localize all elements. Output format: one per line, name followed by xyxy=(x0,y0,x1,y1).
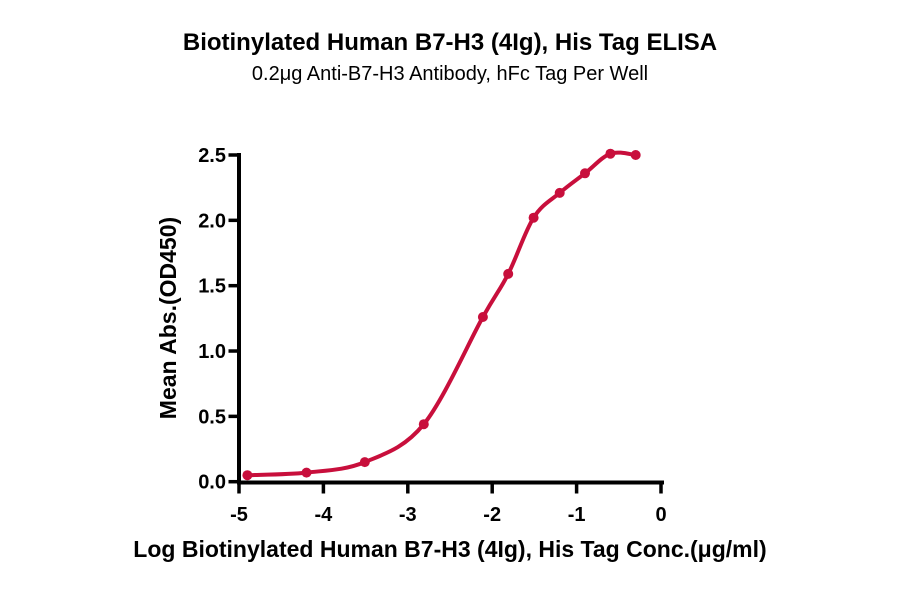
x-tick-label: -3 xyxy=(399,504,417,526)
data-point xyxy=(301,467,312,478)
plot-generated-content: -5 -4 -3 -2 -1 0 0.0 0.5 1.0 1.5 2.0 2.5 xyxy=(198,145,666,526)
data-point xyxy=(528,212,539,223)
x-tick-label: -4 xyxy=(315,504,334,526)
y-tick-label: 2.0 xyxy=(198,210,226,232)
x-tick-label: -2 xyxy=(483,504,501,526)
data-point xyxy=(359,457,370,468)
fit-curve xyxy=(245,150,638,478)
data-point xyxy=(418,419,429,430)
data-point xyxy=(630,150,641,160)
y-tick-label: 1.5 xyxy=(198,276,226,298)
y-tick-label: 0.0 xyxy=(198,472,226,494)
data-point xyxy=(554,187,565,198)
y-tick-label: 0.5 xyxy=(198,406,226,428)
chart-title: Biotinylated Human B7-H3 (4Ig), His Tag … xyxy=(183,29,717,56)
x-tick-label: 0 xyxy=(655,504,666,526)
data-point xyxy=(242,470,253,481)
data-point xyxy=(580,168,590,179)
y-tick-label: 2.5 xyxy=(198,145,226,167)
chart-subtitle: 0.2μg Anti-B7-H3 Antibody, hFc Tag Per W… xyxy=(252,63,648,85)
y-axis-label: Mean Abs.(OD450) xyxy=(155,217,181,419)
x-axis-label: Log Biotinylated Human B7-H3 (4Ig), His … xyxy=(133,536,766,562)
data-point xyxy=(605,148,616,159)
data-point xyxy=(477,312,488,322)
x-tick-label: -1 xyxy=(568,504,586,526)
y-tick-label: 1.0 xyxy=(198,341,226,363)
x-tick-label: -5 xyxy=(230,504,248,526)
data-point xyxy=(503,268,514,279)
